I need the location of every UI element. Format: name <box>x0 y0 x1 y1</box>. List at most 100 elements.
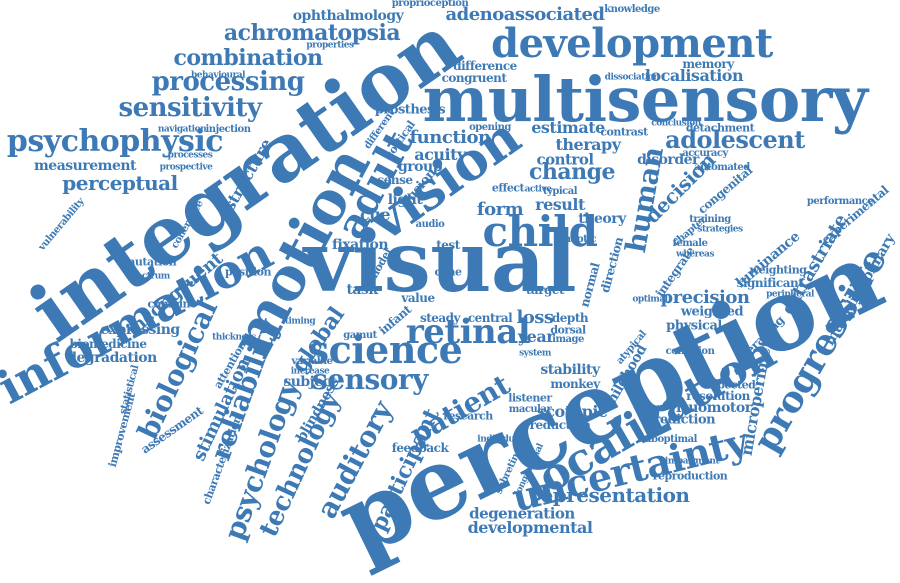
word-individual: individual <box>477 434 523 445</box>
word-thickness: thickness <box>212 332 256 343</box>
word-dissociation: dissociation <box>604 72 660 83</box>
word-psychophysic: psychophysic <box>6 124 224 159</box>
word-impairment: impairment <box>664 456 720 467</box>
word-detachment: detachment <box>685 121 755 135</box>
word-significant: significant <box>736 276 804 290</box>
word-spectrum: spectrum <box>126 271 170 282</box>
word-task: task <box>346 282 378 298</box>
word-depth: depth <box>551 311 589 325</box>
word-disorder: disorder <box>637 152 699 168</box>
word-reproduction: reproduction <box>652 469 728 483</box>
word-combination: combination <box>173 45 323 71</box>
word-prediction: prediction <box>644 412 716 428</box>
word-representation: representation <box>530 483 690 507</box>
word-difference: difference <box>453 59 517 73</box>
word-female: female <box>672 238 708 249</box>
word-optimal: optimal <box>632 294 668 305</box>
word-feedback: feedback <box>391 441 449 455</box>
word-proprioception: proprioception <box>391 0 469 9</box>
word-conclusion: conclusion <box>651 118 701 129</box>
word-degeneration: degeneration <box>469 504 575 523</box>
word-navigation: navigation <box>157 124 207 135</box>
word-developmental: developmental <box>467 518 593 537</box>
word-reduction: reduction <box>529 418 591 432</box>
word-ophthalmology: ophthalmology <box>292 8 404 24</box>
word-effect: effect <box>491 181 525 195</box>
word-acuity: acuity <box>414 145 466 164</box>
word-sensitivity: sensitivity <box>118 93 262 123</box>
word-audio: audio <box>415 219 445 230</box>
word-memory: memory <box>682 57 734 71</box>
word-combine: combine <box>147 297 197 311</box>
word-estimate: estimate <box>531 118 605 137</box>
word-localisation: localisation <box>644 66 744 85</box>
word-science: science <box>307 327 463 372</box>
word-therapy: therapy <box>555 135 621 154</box>
word-result: result <box>535 195 585 214</box>
word-degradation: degradation <box>67 350 157 366</box>
word-variable: variable <box>291 356 334 367</box>
word-subject: subject <box>283 374 337 390</box>
word-stability: stability <box>540 362 600 378</box>
word-expressing: expressing <box>100 322 180 338</box>
word-peripheral: peripheral <box>766 289 814 300</box>
word-gamut: gamut <box>343 330 377 341</box>
word-cue: cue <box>359 205 391 224</box>
word-processing: processing <box>151 67 305 97</box>
word-child: child <box>482 207 598 256</box>
word-injection: injection <box>205 124 252 135</box>
word-properties: properties <box>306 40 354 51</box>
word-sensory: sensory <box>312 363 428 396</box>
word-form: form <box>476 199 524 220</box>
word-loss: loss <box>516 307 554 328</box>
word-accuracy: accuracy <box>682 148 728 159</box>
word-theory: theory <box>578 211 626 227</box>
word-prosthesis: prosthesis <box>374 102 446 118</box>
word-function: function <box>409 127 491 148</box>
word-knowledge: knowledge <box>604 4 660 15</box>
word-light: light <box>387 192 423 208</box>
word-research: research <box>443 409 493 423</box>
word-value: value <box>401 291 435 305</box>
word-visual: visual <box>303 212 577 311</box>
word-automated: automated <box>694 162 750 173</box>
word-weighting: weighting <box>749 263 807 277</box>
word-weighted: weighted <box>680 304 744 320</box>
word-timing: timing <box>284 316 316 327</box>
word-training: training <box>689 214 731 225</box>
word-active: active <box>524 184 552 195</box>
word-control: control <box>536 150 594 169</box>
word-macular: macular <box>508 404 552 415</box>
word-haptic: haptic <box>563 234 597 245</box>
word-suboptimal: suboptimal <box>639 434 697 445</box>
word-processes: processes <box>167 150 213 161</box>
word-sense: sense <box>377 173 413 187</box>
word-central: central <box>467 311 513 325</box>
word-development: development <box>491 20 773 67</box>
word-year: year <box>517 327 555 346</box>
word-scotopic: scotopic <box>536 402 608 421</box>
word-adolescent: adolescent <box>665 125 805 154</box>
word-fixation: fixation <box>331 237 389 253</box>
word-steady: steady <box>419 311 461 325</box>
word-listener: listener <box>508 391 552 405</box>
word-increase: increase <box>290 366 330 377</box>
word-congruent: congruent <box>441 71 507 85</box>
word-dorsal: dorsal <box>550 323 586 337</box>
word-prospective: prospective <box>159 162 213 173</box>
word-contrast: contrast <box>600 125 648 139</box>
word-measurement: measurement <box>33 158 137 174</box>
word-precision: precision <box>660 287 750 308</box>
word-condition: condition <box>665 346 715 357</box>
word-physical: physical <box>666 318 722 334</box>
word-whereas: whereas <box>676 249 714 260</box>
word-test: test <box>436 238 460 252</box>
word-performance: performance <box>806 196 874 207</box>
word-cone: cone <box>434 265 462 279</box>
word-opening: opening <box>469 122 511 133</box>
word-achromatopsia: achromatopsia <box>223 20 401 46</box>
word-mutation: mutation <box>123 255 177 269</box>
word-position: position <box>225 265 272 279</box>
word-statistical: statistical <box>117 364 142 416</box>
